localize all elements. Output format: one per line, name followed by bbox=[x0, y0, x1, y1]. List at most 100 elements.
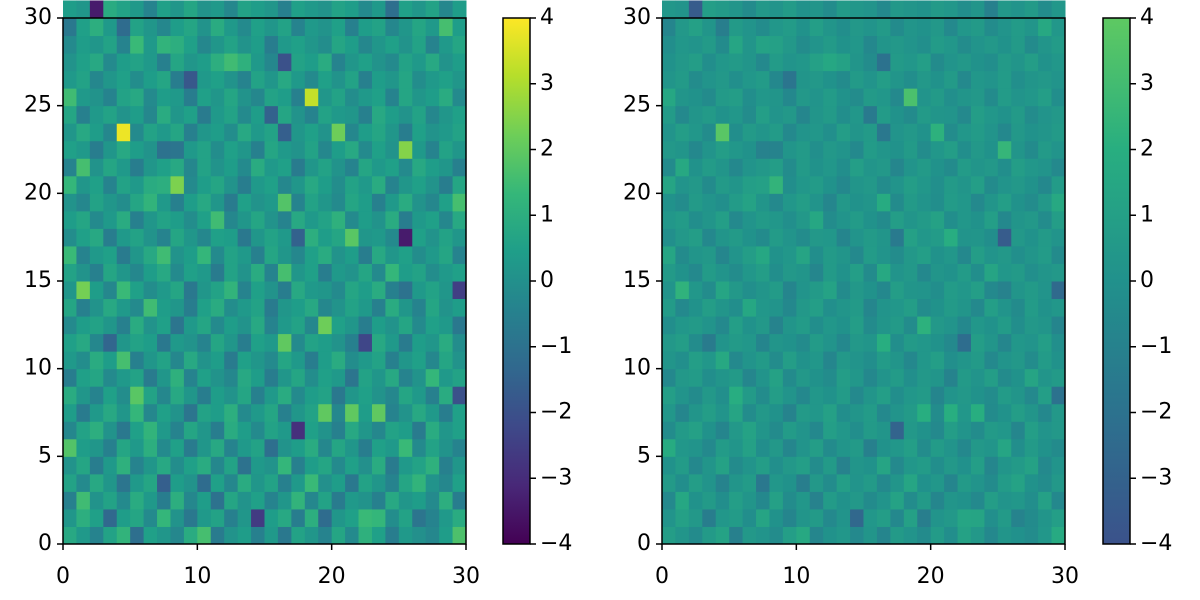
cell bbox=[398, 526, 413, 545]
cell bbox=[439, 491, 454, 510]
cell bbox=[452, 508, 467, 527]
cell bbox=[183, 88, 198, 107]
cell bbox=[385, 105, 400, 124]
cell bbox=[836, 351, 851, 370]
cell bbox=[769, 298, 784, 317]
cell bbox=[1024, 0, 1039, 19]
cell bbox=[702, 228, 717, 247]
cell bbox=[675, 351, 690, 370]
cell bbox=[782, 421, 797, 440]
cell bbox=[742, 316, 757, 335]
cell bbox=[890, 316, 905, 335]
cell bbox=[224, 351, 239, 370]
cell bbox=[345, 105, 360, 124]
cell bbox=[452, 210, 467, 229]
cell bbox=[688, 70, 703, 89]
cell bbox=[345, 403, 360, 422]
cell bbox=[702, 421, 717, 440]
cell bbox=[237, 228, 252, 247]
cell bbox=[358, 175, 373, 194]
cell bbox=[917, 88, 932, 107]
cell bbox=[782, 491, 797, 510]
cell bbox=[157, 438, 171, 457]
cell bbox=[836, 70, 851, 89]
cell bbox=[116, 263, 131, 282]
cell bbox=[997, 351, 1012, 370]
cell bbox=[412, 508, 427, 527]
cell bbox=[769, 333, 784, 352]
cell bbox=[742, 193, 757, 212]
cell bbox=[729, 298, 744, 317]
cell bbox=[769, 105, 784, 124]
cell bbox=[425, 491, 440, 510]
cell bbox=[809, 526, 824, 545]
cell bbox=[277, 158, 292, 177]
cell bbox=[782, 0, 797, 19]
cell bbox=[1038, 456, 1053, 475]
cell bbox=[318, 123, 333, 142]
cell bbox=[224, 18, 239, 37]
cell bbox=[130, 473, 145, 492]
cell bbox=[439, 526, 454, 545]
cell bbox=[823, 123, 838, 142]
cell bbox=[742, 421, 757, 440]
cell bbox=[850, 526, 864, 545]
cell bbox=[782, 18, 797, 37]
cell bbox=[116, 88, 131, 107]
cell bbox=[103, 88, 118, 107]
cell bbox=[224, 281, 239, 300]
cell bbox=[688, 281, 703, 300]
cell bbox=[183, 228, 198, 247]
cell bbox=[358, 123, 373, 142]
cell bbox=[970, 316, 985, 335]
cell bbox=[130, 421, 145, 440]
cell bbox=[210, 351, 225, 370]
cell bbox=[850, 53, 864, 72]
cell bbox=[358, 491, 373, 510]
cell bbox=[1011, 88, 1026, 107]
cell bbox=[183, 333, 198, 352]
cell bbox=[944, 263, 959, 282]
cell bbox=[970, 35, 985, 54]
cell bbox=[970, 351, 985, 370]
cell bbox=[425, 228, 440, 247]
cell bbox=[863, 140, 878, 159]
cell bbox=[210, 0, 225, 19]
cell bbox=[903, 508, 918, 527]
cell bbox=[251, 421, 265, 440]
cell bbox=[782, 526, 797, 545]
cell bbox=[675, 18, 690, 37]
cell bbox=[76, 456, 91, 475]
cell bbox=[170, 368, 185, 387]
cell bbox=[63, 70, 77, 89]
cell bbox=[130, 70, 145, 89]
cell bbox=[452, 333, 467, 352]
cell bbox=[277, 88, 292, 107]
cell bbox=[143, 456, 158, 475]
cell bbox=[729, 421, 744, 440]
cell bbox=[1011, 210, 1026, 229]
cell bbox=[876, 228, 891, 247]
cell bbox=[997, 175, 1012, 194]
cell bbox=[997, 526, 1012, 545]
cell bbox=[345, 281, 360, 300]
cell bbox=[89, 386, 104, 405]
cell bbox=[836, 140, 851, 159]
cell bbox=[756, 351, 770, 370]
cell bbox=[358, 53, 373, 72]
cell bbox=[452, 140, 467, 159]
cell bbox=[76, 508, 91, 527]
cell bbox=[823, 175, 838, 194]
cell bbox=[715, 210, 730, 229]
cell bbox=[662, 105, 676, 124]
cell bbox=[970, 123, 985, 142]
cell bbox=[863, 123, 878, 142]
y-tick-label: 20 bbox=[24, 180, 52, 205]
cell bbox=[688, 316, 703, 335]
cell bbox=[809, 316, 824, 335]
cell bbox=[412, 245, 427, 264]
cell bbox=[715, 333, 730, 352]
cell bbox=[371, 88, 386, 107]
cell bbox=[63, 368, 77, 387]
cell bbox=[796, 263, 811, 282]
